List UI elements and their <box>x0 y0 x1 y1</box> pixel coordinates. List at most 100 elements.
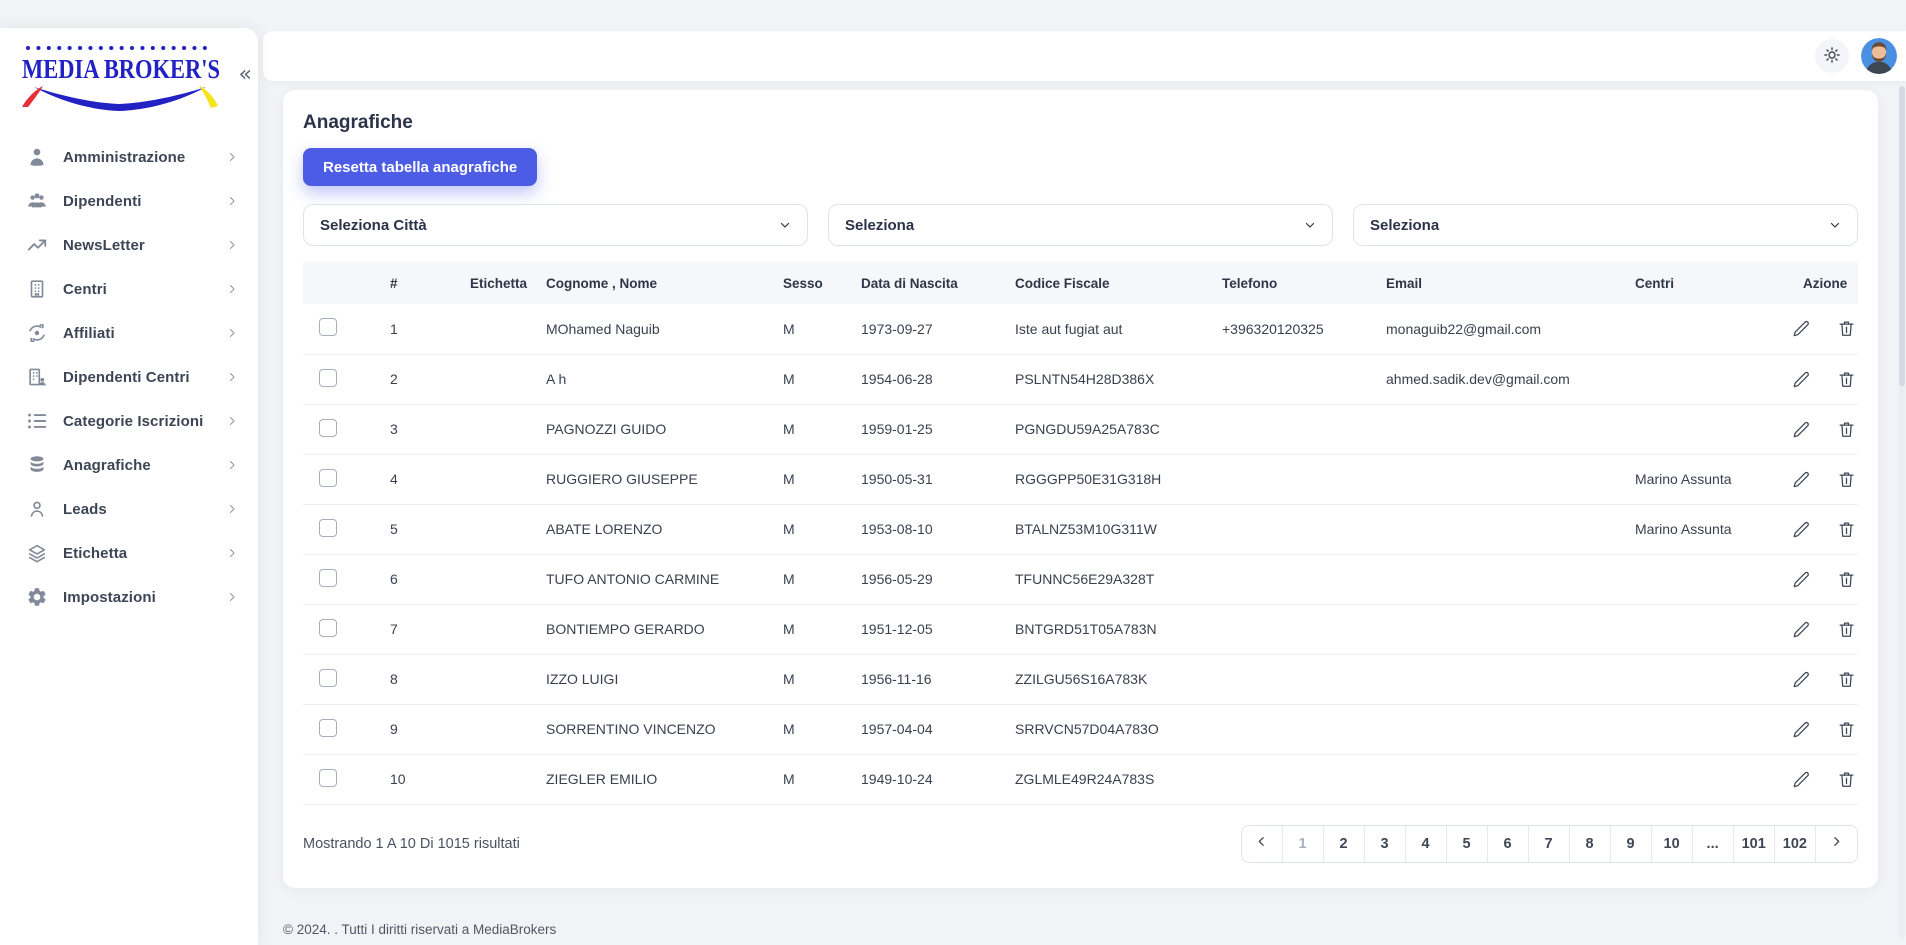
page-scrollbar[interactable] <box>1899 86 1905 939</box>
row-checkbox[interactable] <box>319 318 337 337</box>
sidebar-item-centri[interactable]: Centri <box>0 267 258 311</box>
row-checkbox[interactable] <box>319 718 337 737</box>
cell-number: 10 <box>380 754 460 805</box>
sidebar-item-categorie-iscrizioni[interactable]: Categorie Iscrizioni <box>0 399 258 443</box>
edit-button[interactable] <box>1793 570 1811 589</box>
pagination-page-6[interactable]: 6 <box>1487 825 1529 862</box>
pagination-page-5[interactable]: 5 <box>1446 825 1488 862</box>
row-checkbox[interactable] <box>319 518 337 537</box>
sidebar-item-affiliati[interactable]: Affiliati <box>0 311 258 355</box>
col-codice-fiscale: Codice Fiscale <box>1005 262 1212 304</box>
delete-button[interactable] <box>1837 470 1856 489</box>
sidebar-item-newsletter[interactable]: NewsLetter <box>0 223 258 267</box>
pagination-page-101[interactable]: 101 <box>1733 825 1775 862</box>
database-icon <box>26 454 48 476</box>
cell-telefono <box>1212 354 1376 405</box>
cell-cognome-nome: PAGNOZZI GUIDO <box>536 404 773 455</box>
sidebar-item-label: Leads <box>63 500 107 518</box>
row-actions <box>1793 670 1858 689</box>
cell-etichetta <box>460 504 536 555</box>
cell-sesso: M <box>773 554 851 605</box>
edit-button[interactable] <box>1793 770 1811 789</box>
row-checkbox[interactable] <box>319 768 337 787</box>
edit-button[interactable] <box>1793 620 1811 639</box>
sidebar-collapse-button[interactable]: « <box>239 64 252 86</box>
delete-button[interactable] <box>1837 319 1856 338</box>
theme-toggle-button[interactable] <box>1815 39 1849 73</box>
row-checkbox[interactable] <box>319 668 337 687</box>
pagination-page-10[interactable]: 10 <box>1651 825 1693 862</box>
pagination-prev[interactable] <box>1241 825 1283 862</box>
pagination-ellipsis[interactable]: ... <box>1692 825 1734 862</box>
cell-number: 8 <box>380 654 460 705</box>
pagination-page-9[interactable]: 9 <box>1610 825 1652 862</box>
pencil-icon <box>1793 720 1811 739</box>
sidebar-item-dipendenti[interactable]: Dipendenti <box>0 179 258 223</box>
row-actions <box>1793 570 1858 589</box>
edit-button[interactable] <box>1793 670 1811 689</box>
scrollbar-thumb[interactable] <box>1899 86 1905 386</box>
city-select[interactable]: Seleziona Città <box>303 204 808 246</box>
row-checkbox[interactable] <box>319 568 337 587</box>
delete-button[interactable] <box>1837 570 1856 589</box>
pagination-page-1[interactable]: 1 <box>1282 825 1324 862</box>
pagination-page-8[interactable]: 8 <box>1569 825 1611 862</box>
user-avatar[interactable] <box>1861 38 1897 74</box>
delete-button[interactable] <box>1837 520 1856 539</box>
sidebar-item-dipendenti-centri[interactable]: Dipendenti Centri <box>0 355 258 399</box>
filter-select-2[interactable]: Seleziona <box>828 204 1333 246</box>
pagination-page-4[interactable]: 4 <box>1405 825 1447 862</box>
gear-icon <box>26 586 48 608</box>
delete-button[interactable] <box>1837 370 1856 389</box>
logo-text: MEDIA BROKER'S <box>22 54 220 84</box>
edit-button[interactable] <box>1793 370 1811 389</box>
delete-button[interactable] <box>1837 770 1856 789</box>
chevron-left-icon <box>1255 835 1268 852</box>
sidebar-item-etichetta[interactable]: Etichetta <box>0 531 258 575</box>
sidebar-item-anagrafiche[interactable]: Anagrafiche <box>0 443 258 487</box>
table-row: 5 ABATE LORENZO M 1953-08-10 BTALNZ53M10… <box>303 504 1858 555</box>
cell-cognome-nome: A h <box>536 354 773 405</box>
row-actions <box>1793 370 1858 389</box>
cell-data-di-nascita: 1951-12-05 <box>851 604 1005 655</box>
pencil-icon <box>1793 319 1811 338</box>
edit-button[interactable] <box>1793 470 1811 489</box>
row-checkbox[interactable] <box>319 618 337 637</box>
chevron-right-icon <box>226 415 238 427</box>
edit-button[interactable] <box>1793 520 1811 539</box>
cell-telefono <box>1212 604 1376 655</box>
reset-table-button[interactable]: Resetta tabella anagrafiche <box>303 148 538 186</box>
cell-telefono <box>1212 754 1376 805</box>
row-checkbox[interactable] <box>319 468 337 487</box>
delete-button[interactable] <box>1837 620 1856 639</box>
row-actions <box>1793 319 1858 338</box>
sidebar-item-leads[interactable]: Leads <box>0 487 258 531</box>
pencil-icon <box>1793 670 1811 689</box>
sun-icon <box>1822 45 1842 68</box>
cell-codice-fiscale: PGNGDU59A25A783C <box>1005 404 1212 455</box>
pagination-page-102[interactable]: 102 <box>1774 825 1816 862</box>
pagination-page-2[interactable]: 2 <box>1323 825 1365 862</box>
media-brokers-logo-image: MEDIA BROKER'S <box>22 46 220 111</box>
col-select <box>303 262 380 304</box>
delete-button[interactable] <box>1837 420 1856 439</box>
delete-button[interactable] <box>1837 670 1856 689</box>
edit-button[interactable] <box>1793 420 1811 439</box>
cell-sesso: M <box>773 604 851 655</box>
row-checkbox[interactable] <box>319 368 337 387</box>
sidebar-item-impostazioni[interactable]: Impostazioni <box>0 575 258 619</box>
delete-button[interactable] <box>1837 720 1856 739</box>
pagination-next[interactable] <box>1816 825 1857 862</box>
collapse-icon: « <box>238 62 252 87</box>
pencil-icon <box>1793 770 1811 789</box>
edit-button[interactable] <box>1793 720 1811 739</box>
sidebar-item-amministrazione[interactable]: Amministrazione <box>0 135 258 179</box>
edit-button[interactable] <box>1793 319 1811 338</box>
filter-select-3[interactable]: Seleziona <box>1353 204 1858 246</box>
anagrafiche-table: # Etichetta Cognome , Nome Sesso Data di Nas… <box>303 262 1858 805</box>
pagination-page-3[interactable]: 3 <box>1364 825 1406 862</box>
cell-telefono <box>1212 404 1376 455</box>
row-checkbox[interactable] <box>319 418 337 437</box>
pagination-page-7[interactable]: 7 <box>1528 825 1570 862</box>
table-row: 6 TUFO ANTONIO CARMINE M 1956-05-29 TFUN… <box>303 554 1858 605</box>
